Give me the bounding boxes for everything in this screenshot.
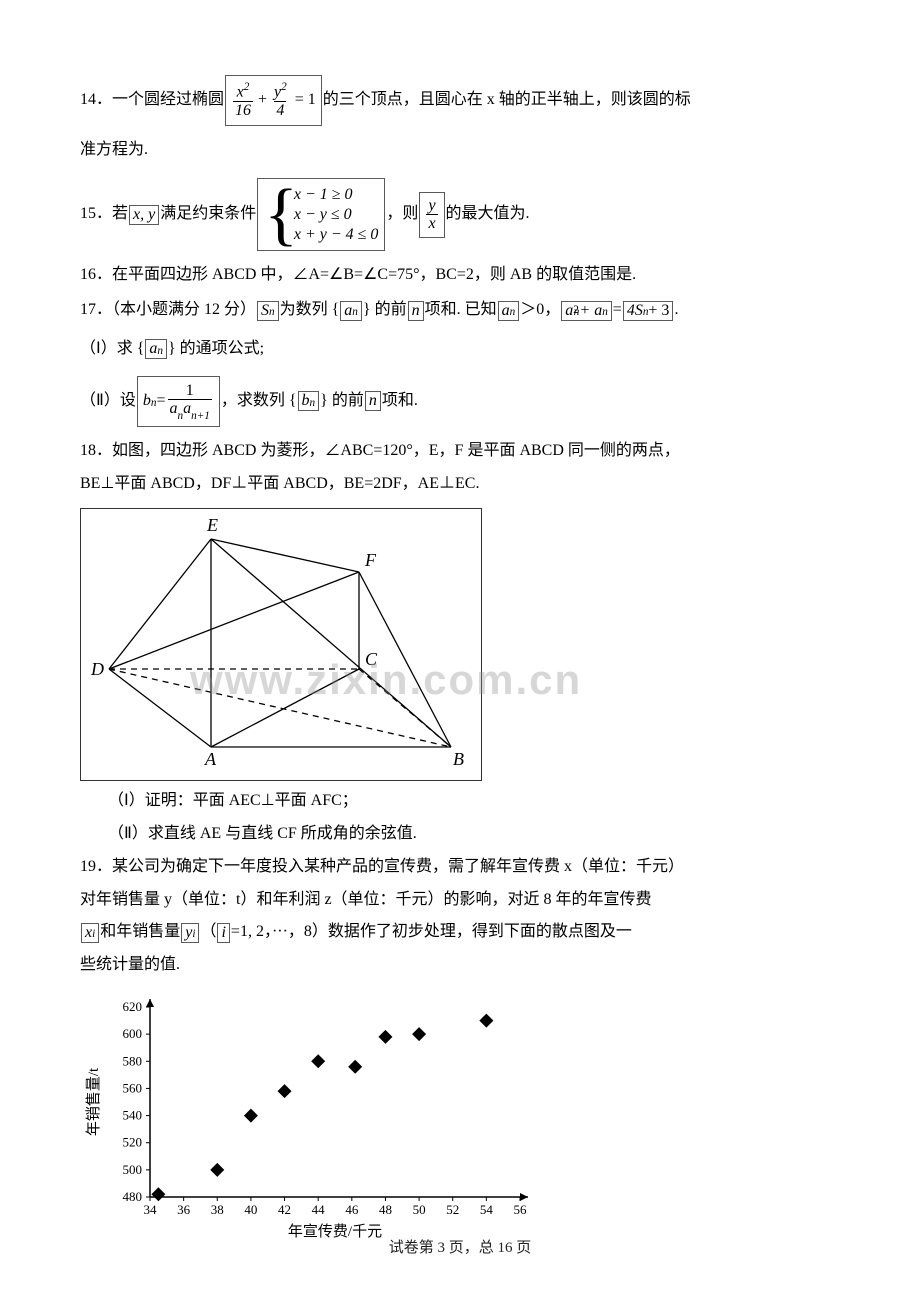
system-row-1: x − 1 ≥ 0: [294, 187, 379, 203]
q17-Sn: Sn: [257, 301, 279, 321]
q15-label: 15．若: [80, 200, 128, 229]
svg-text:年销售量/t: 年销售量/t: [85, 1067, 102, 1136]
q17-p2-d: } 的前: [320, 387, 364, 416]
page-footer: 试卷第 3 页，总 16 页: [0, 1235, 920, 1262]
q19-l1: 19．某公司为确定下一年度投入某种产品的宣传费，需了解年宣传费 x（单位：千元）: [80, 853, 840, 882]
q14-line1: 14．一个圆经过椭圆 x2 16 + y2 4 = 1 的三个顶点，且圆心在 x…: [80, 75, 840, 126]
svg-text:560: 560: [123, 1080, 143, 1095]
svg-text:500: 500: [123, 1162, 143, 1177]
q17-rhs: 4Sn + 3: [623, 301, 674, 321]
svg-text:D: D: [90, 659, 104, 679]
system-row-3: x + y − 4 ≤ 0: [294, 227, 379, 243]
q17-eq: =: [613, 296, 622, 325]
svg-text:34: 34: [144, 1202, 158, 1217]
svg-text:46: 46: [345, 1202, 359, 1217]
q19-mid: 和年销售量: [100, 918, 180, 947]
q17-end: .: [674, 296, 678, 325]
svg-text:56: 56: [514, 1202, 528, 1217]
q17-p2-b: ，求数列 {: [221, 387, 297, 416]
q17-mid2: } 的前: [363, 296, 407, 325]
q17-p2-a: （Ⅱ）设: [80, 387, 136, 416]
q15-frac: y x: [419, 192, 444, 238]
svg-text:600: 600: [123, 1026, 143, 1041]
q17-label: 17．（本小题满分 12 分）: [80, 296, 256, 325]
q17-bn-2: bn: [298, 391, 320, 411]
q17-p2-f: 项和.: [382, 387, 418, 416]
q19-l3: 些统计量的值.: [80, 951, 840, 980]
svg-text:E: E: [206, 515, 218, 535]
q19-yi: yi: [181, 923, 199, 943]
q17-p1: （Ⅰ）求 { an } 的通项公式;: [80, 335, 840, 364]
q17-p1-b: } 的通项公式;: [168, 335, 264, 364]
q14-ellipse-expr: x2 16 + y2 4 = 1: [225, 75, 322, 126]
q17-n-2: n: [365, 391, 381, 411]
svg-text:F: F: [364, 550, 377, 570]
svg-text:540: 540: [123, 1108, 143, 1123]
q19-paren-a: （: [200, 918, 216, 947]
q15-after1: ，则: [386, 200, 418, 229]
q18-p1: （Ⅰ）证明：平面 AEC⊥平面 AFC；: [80, 787, 840, 816]
svg-text:54: 54: [480, 1202, 494, 1217]
svg-text:620: 620: [123, 999, 143, 1014]
svg-text:42: 42: [278, 1202, 291, 1217]
q16-line: 16．在平面四边形 ABCD 中，∠A=∠B=∠C=75°，BC=2，则 AB …: [80, 261, 840, 290]
q17-lhs: a2n + an: [561, 301, 612, 321]
scatter-plot: 34 36 38 40 42 44 46 48 50 52 54 56 480 500 520 540 560 5…: [80, 992, 540, 1242]
svg-text:40: 40: [244, 1202, 257, 1217]
svg-text:C: C: [365, 649, 378, 669]
svg-text:48: 48: [379, 1202, 392, 1217]
q17-an-3: an: [145, 339, 167, 359]
svg-text:38: 38: [211, 1202, 224, 1217]
q17-line1: 17．（本小题满分 12 分） Sn 为数列 { an } 的前 n 项和. 已…: [80, 296, 840, 325]
q14-line2: 准方程为.: [80, 136, 840, 165]
svg-text:50: 50: [413, 1202, 426, 1217]
svg-text:52: 52: [446, 1202, 459, 1217]
svg-text:B: B: [453, 749, 464, 769]
q17-mid3: 项和. 已知: [425, 296, 497, 325]
q15-after2: 的最大值为.: [446, 200, 530, 229]
q19-l2b: xi 和年销售量 yi （ i =1, 2，···，8）数据作了初步处理，得到下…: [80, 918, 840, 947]
q17-mid4: ＞0，: [520, 296, 560, 325]
q19-i: i: [217, 923, 229, 943]
q15-vars: x, y: [129, 205, 159, 225]
q15-line: 15．若 x, y 满足约束条件 { x − 1 ≥ 0 x − y ≤ 0 x…: [80, 178, 840, 251]
svg-text:36: 36: [177, 1202, 191, 1217]
q14-label: 14．一个圆经过椭圆: [80, 86, 224, 115]
q18-l2: BE⊥平面 ABCD，DF⊥平面 ABCD，BE=2DF，AE⊥EC.: [80, 470, 840, 499]
q18-p2: （Ⅱ）求直线 AE 与直线 CF 所成角的余弦值.: [80, 820, 840, 849]
q18-figure: E F D C A B: [80, 508, 482, 781]
q17-bn-expr: bn = 1 anan+1: [137, 376, 220, 427]
svg-text:520: 520: [123, 1135, 143, 1150]
q15-mid: 满足约束条件: [160, 200, 256, 229]
q17-n-1: n: [408, 301, 424, 321]
q17-an-1: an: [340, 301, 362, 321]
q17-an-2: an: [498, 301, 520, 321]
q19-paren-b: =1, 2，···，8）数据作了初步处理，得到下面的散点图及一: [231, 918, 632, 947]
svg-text:A: A: [204, 749, 217, 769]
q19-xi: xi: [81, 923, 99, 943]
geom-diagram: E F D C A B: [81, 509, 481, 769]
q17-p1-a: （Ⅰ）求 {: [80, 335, 144, 364]
q17-p2: （Ⅱ）设 bn = 1 anan+1 ，求数列 { bn } 的前 n 项和.: [80, 376, 840, 427]
system-row-2: x − y ≤ 0: [294, 207, 379, 223]
q17-mid1: 为数列 {: [280, 296, 340, 325]
q19-scatter-figure: 34 36 38 40 42 44 46 48 50 52 54 56 480 500 520 540 560 5…: [80, 992, 540, 1253]
q18-l1: 18．如图，四边形 ABCD 为菱形，∠ABC=120°，E，F 是平面 ABC…: [80, 437, 840, 466]
svg-text:580: 580: [123, 1053, 143, 1068]
q19-l2: 对年销售量 y（单位：t）和年利润 z（单位：千元）的影响，对近 8 年的年宣传…: [80, 886, 840, 915]
svg-text:44: 44: [312, 1202, 326, 1217]
q15-system: { x − 1 ≥ 0 x − y ≤ 0 x + y − 4 ≤ 0: [257, 178, 385, 251]
q14-after: 的三个顶点，且圆心在 x 轴的正半轴上，则该圆的标: [323, 86, 691, 115]
svg-text:480: 480: [123, 1189, 143, 1204]
